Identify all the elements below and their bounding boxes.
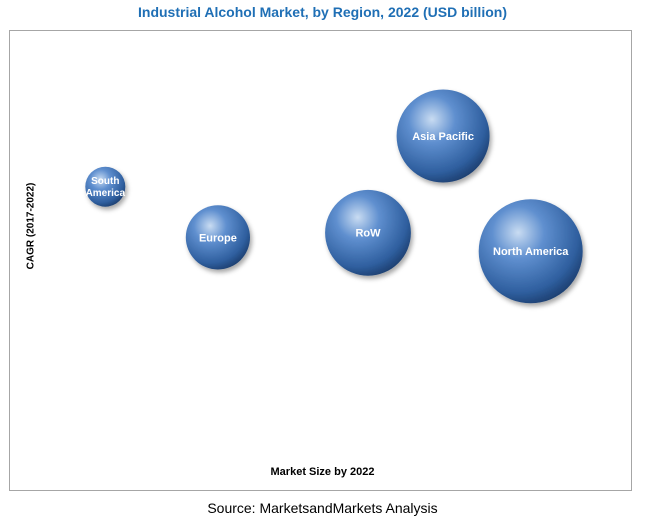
bubble-europe: Europe — [185, 205, 250, 270]
bubble-marker-europe — [185, 205, 250, 270]
plot-area — [9, 30, 632, 491]
bubble-row: RoW — [325, 189, 411, 276]
bubble-label-south-america: America — [86, 188, 126, 199]
bubble-marker-asia-pacific — [396, 89, 490, 183]
bubble-label-europe: Europe — [199, 232, 237, 244]
bubble-label-north-america: North America — [493, 246, 569, 258]
bubble-label-row: RoW — [355, 228, 381, 240]
bubble-asia-pacific: Asia Pacific — [396, 89, 490, 183]
bubble-marker-south-america — [85, 166, 126, 207]
bubble-north-america: North America — [478, 199, 583, 304]
x-axis-label: Market Size by 2022 — [270, 466, 375, 478]
bubble-marker-row — [325, 189, 411, 276]
bubble-marker-north-america — [478, 199, 583, 304]
source-note: Source: MarketsandMarkets Analysis — [207, 500, 438, 516]
bubble-label-south-america: South — [91, 176, 119, 187]
chart-title: Industrial Alcohol Market, by Region, 20… — [138, 4, 507, 20]
bubble-label-asia-pacific: Asia Pacific — [412, 131, 474, 143]
